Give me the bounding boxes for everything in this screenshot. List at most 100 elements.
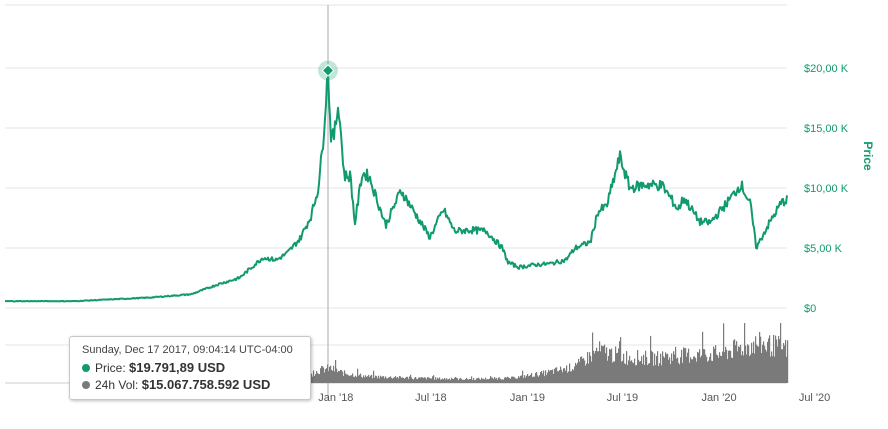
volume-bar bbox=[510, 378, 512, 383]
volume-bar bbox=[408, 379, 410, 383]
volume-bar bbox=[714, 348, 716, 383]
volume-bar bbox=[694, 356, 696, 383]
volume-bar bbox=[666, 354, 668, 383]
volume-bar bbox=[672, 360, 674, 383]
volume-bar bbox=[619, 341, 621, 383]
volume-bar bbox=[777, 346, 779, 383]
volume-bar bbox=[628, 360, 630, 383]
volume-bar bbox=[604, 344, 606, 383]
tooltip-date: Sunday, Dec 17 2017, 09:04:14 UTC-04:00 bbox=[82, 344, 293, 356]
volume-bar bbox=[587, 352, 589, 383]
volume-bar bbox=[561, 369, 563, 383]
volume-bar bbox=[748, 345, 750, 383]
volume-bar bbox=[316, 371, 318, 383]
volume-bar bbox=[757, 346, 759, 383]
volume-bar bbox=[480, 379, 482, 383]
y-tick-label: $10,00 K bbox=[804, 183, 849, 195]
volume-bar bbox=[625, 364, 627, 383]
volume-bar bbox=[678, 362, 680, 383]
volume-bar bbox=[418, 377, 420, 383]
volume-bar bbox=[328, 371, 330, 383]
volume-bar bbox=[627, 364, 629, 383]
volume-bar bbox=[363, 375, 365, 383]
volume-bar bbox=[595, 350, 597, 383]
volume-bar bbox=[552, 369, 554, 383]
volume-bar bbox=[489, 378, 491, 383]
volume-bar bbox=[764, 345, 766, 383]
volume-bar bbox=[730, 350, 732, 383]
volume-bar bbox=[410, 374, 412, 383]
volume-bar bbox=[779, 339, 781, 383]
volume-bar bbox=[339, 371, 341, 383]
volume-bar bbox=[346, 374, 348, 383]
volume-bar bbox=[747, 344, 749, 383]
volume-bar bbox=[333, 365, 335, 383]
x-tick-label: Jan '20 bbox=[701, 392, 736, 404]
volume-bar bbox=[680, 357, 682, 383]
volume-bar bbox=[348, 375, 350, 383]
volume-bar bbox=[344, 370, 346, 383]
volume-bar bbox=[733, 340, 735, 383]
volume-bar bbox=[703, 349, 705, 383]
volume-bar bbox=[558, 371, 560, 383]
volume-bar bbox=[675, 346, 677, 383]
volume-bar bbox=[669, 357, 671, 383]
volume-bar bbox=[477, 378, 479, 383]
volume-bar bbox=[644, 364, 646, 383]
volume-bar bbox=[598, 351, 600, 383]
volume-bar bbox=[384, 378, 386, 383]
volume-bar bbox=[713, 346, 715, 383]
volume-bar bbox=[334, 371, 336, 383]
volume-bar bbox=[359, 374, 361, 383]
volume-bar bbox=[588, 363, 590, 383]
volume-bar bbox=[592, 332, 594, 383]
volume-bar bbox=[670, 364, 672, 383]
volume-bar bbox=[776, 339, 778, 383]
volume-bar bbox=[482, 379, 484, 383]
volume-bar bbox=[428, 377, 430, 383]
volume-bar bbox=[347, 374, 349, 383]
volume-bar bbox=[603, 345, 605, 383]
volume-bar bbox=[506, 377, 508, 383]
volume-bar bbox=[498, 377, 500, 383]
volume-bar bbox=[658, 366, 660, 383]
volume-bar bbox=[546, 375, 548, 383]
volume-bar bbox=[459, 378, 461, 383]
volume-bar bbox=[750, 354, 752, 383]
volume-bar bbox=[586, 363, 588, 383]
volume-bar bbox=[639, 361, 641, 383]
volume-bar bbox=[729, 350, 731, 383]
volume-bar bbox=[337, 372, 339, 383]
volume-bar bbox=[449, 378, 451, 383]
volume-bar bbox=[326, 368, 328, 383]
volume-bar bbox=[706, 356, 708, 383]
volume-bar bbox=[567, 372, 569, 383]
volume-bar bbox=[365, 375, 367, 383]
volume-bar bbox=[342, 371, 344, 383]
tooltip-price-value: $19.791,89 USD bbox=[129, 360, 226, 375]
x-tick-label: Jul '20 bbox=[799, 392, 830, 404]
tooltip-volume-value: $15.067.758.592 USD bbox=[141, 377, 271, 392]
volume-bar bbox=[396, 377, 398, 383]
volume-bar bbox=[746, 354, 748, 383]
volume-bar bbox=[470, 378, 472, 383]
volume-bar bbox=[526, 375, 528, 383]
volume-bar bbox=[530, 374, 532, 383]
volume-bar bbox=[473, 378, 475, 383]
volume-bar bbox=[401, 377, 403, 383]
volume-bar bbox=[696, 361, 698, 383]
volume-bar bbox=[542, 373, 544, 383]
volume-bar bbox=[362, 377, 364, 383]
volume-bar bbox=[462, 380, 464, 383]
volume-bar bbox=[594, 353, 596, 383]
volume-bar bbox=[636, 365, 638, 383]
tooltip-price-row: Price: $19.791,89 USD bbox=[82, 359, 310, 376]
volume-bar bbox=[606, 347, 608, 383]
volume-bar bbox=[336, 368, 338, 383]
volume-bar bbox=[607, 360, 609, 383]
volume-bar bbox=[486, 379, 488, 383]
volume-bar bbox=[423, 378, 425, 383]
tooltip-volume-row: 24h Vol: $15.067.758.592 USD bbox=[82, 376, 310, 393]
highlight-marker[interactable] bbox=[318, 60, 338, 81]
